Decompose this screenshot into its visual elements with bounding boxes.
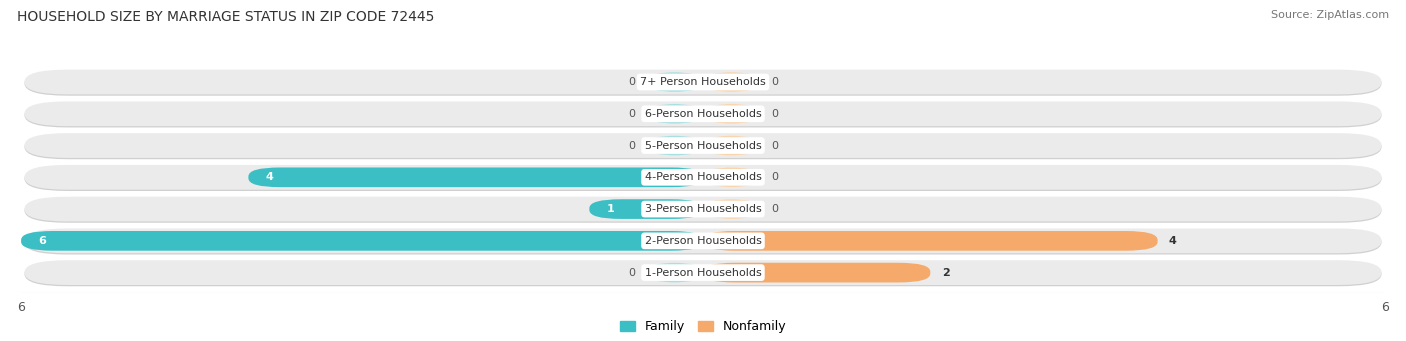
- Text: 0: 0: [772, 140, 778, 151]
- FancyBboxPatch shape: [24, 165, 1382, 190]
- FancyBboxPatch shape: [703, 263, 931, 282]
- Text: 0: 0: [772, 204, 778, 214]
- Text: 4: 4: [1168, 236, 1177, 246]
- FancyBboxPatch shape: [24, 101, 1382, 126]
- FancyBboxPatch shape: [249, 167, 703, 187]
- FancyBboxPatch shape: [24, 260, 1382, 285]
- Text: 0: 0: [772, 109, 778, 119]
- FancyBboxPatch shape: [21, 231, 703, 251]
- FancyBboxPatch shape: [24, 228, 1382, 253]
- Text: 1: 1: [606, 204, 614, 214]
- Text: 2-Person Households: 2-Person Households: [644, 236, 762, 246]
- FancyBboxPatch shape: [703, 72, 759, 92]
- FancyBboxPatch shape: [24, 197, 1382, 221]
- FancyBboxPatch shape: [647, 104, 703, 124]
- Text: 4-Person Households: 4-Person Households: [644, 172, 762, 182]
- FancyBboxPatch shape: [703, 199, 759, 219]
- Text: 7+ Person Households: 7+ Person Households: [640, 77, 766, 87]
- Text: 6: 6: [38, 236, 46, 246]
- FancyBboxPatch shape: [589, 199, 703, 219]
- Text: 0: 0: [772, 77, 778, 87]
- FancyBboxPatch shape: [647, 263, 703, 282]
- Text: 6-Person Households: 6-Person Households: [644, 109, 762, 119]
- FancyBboxPatch shape: [703, 231, 1157, 251]
- Text: Source: ZipAtlas.com: Source: ZipAtlas.com: [1271, 10, 1389, 20]
- FancyBboxPatch shape: [24, 134, 1382, 159]
- Text: 3-Person Households: 3-Person Households: [644, 204, 762, 214]
- FancyBboxPatch shape: [24, 166, 1382, 191]
- FancyBboxPatch shape: [24, 262, 1382, 286]
- Legend: Family, Nonfamily: Family, Nonfamily: [614, 315, 792, 338]
- Text: 2: 2: [942, 268, 949, 278]
- Text: HOUSEHOLD SIZE BY MARRIAGE STATUS IN ZIP CODE 72445: HOUSEHOLD SIZE BY MARRIAGE STATUS IN ZIP…: [17, 10, 434, 24]
- FancyBboxPatch shape: [24, 70, 1382, 94]
- Text: 4: 4: [266, 172, 273, 182]
- FancyBboxPatch shape: [24, 133, 1382, 158]
- Text: 1-Person Households: 1-Person Households: [644, 268, 762, 278]
- FancyBboxPatch shape: [24, 230, 1382, 254]
- FancyBboxPatch shape: [24, 198, 1382, 223]
- Text: 0: 0: [628, 268, 636, 278]
- FancyBboxPatch shape: [647, 72, 703, 92]
- Text: 0: 0: [628, 140, 636, 151]
- FancyBboxPatch shape: [24, 71, 1382, 96]
- Text: 0: 0: [628, 77, 636, 87]
- FancyBboxPatch shape: [647, 136, 703, 155]
- FancyBboxPatch shape: [703, 167, 759, 187]
- Text: 0: 0: [772, 172, 778, 182]
- FancyBboxPatch shape: [703, 136, 759, 155]
- FancyBboxPatch shape: [24, 103, 1382, 128]
- FancyBboxPatch shape: [703, 104, 759, 124]
- Text: 0: 0: [628, 109, 636, 119]
- Text: 5-Person Households: 5-Person Households: [644, 140, 762, 151]
